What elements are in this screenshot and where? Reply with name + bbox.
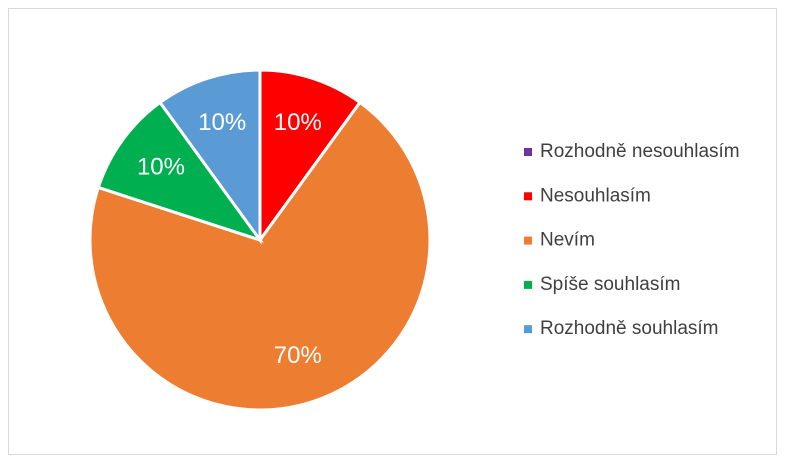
legend-marker (524, 325, 532, 334)
pie-slice (96, 100, 264, 243)
data-label: 10% (198, 109, 246, 136)
legend-marker (524, 192, 532, 201)
legend-label: Nevím (540, 230, 595, 251)
legend-marker (524, 236, 532, 245)
data-label: 10% (137, 153, 185, 180)
legend-label: Rozhodně nesouhlasím (540, 141, 740, 162)
legend-marker (524, 148, 532, 156)
pie-slice (258, 68, 363, 245)
pie-slice (88, 100, 432, 412)
data-label: 10% (274, 109, 322, 136)
data-label: 70% (274, 342, 322, 369)
legend-label: Nesouhlasím (540, 185, 651, 206)
legend-label: Rozhodně souhlasím (540, 318, 719, 339)
pie-slice (157, 68, 262, 245)
legend-marker (524, 280, 532, 289)
legend-label: Spíše souhlasím (540, 274, 680, 295)
